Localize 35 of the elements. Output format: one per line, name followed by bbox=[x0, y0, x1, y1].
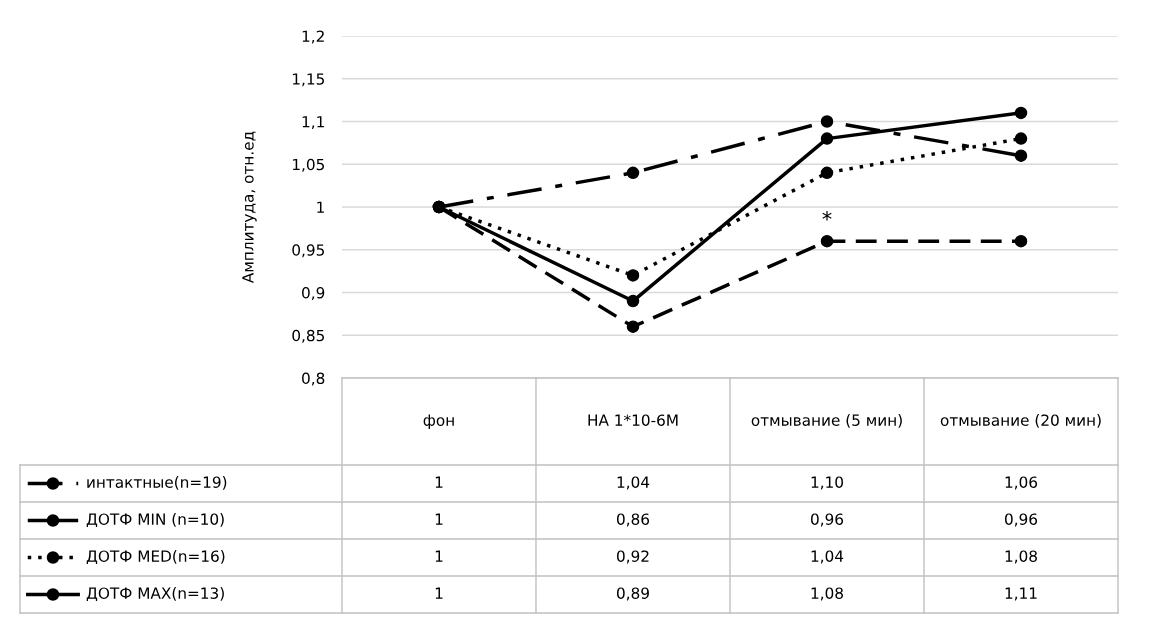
data-label: 0,89 bbox=[617, 587, 649, 601]
x-tick-label: фон bbox=[423, 414, 454, 429]
legend-label: ДОТФ MED(n=16) bbox=[86, 550, 225, 565]
y-tick-label: 1 bbox=[317, 201, 324, 213]
data-label: 1 bbox=[435, 476, 443, 488]
x-tick-label: НА 1*10-6М bbox=[588, 414, 678, 426]
data-label: 1,06 bbox=[1005, 476, 1038, 490]
y-tick-label: 0,9 bbox=[302, 286, 325, 301]
y-tick-label: 1,1 bbox=[302, 116, 324, 130]
legend-label: ДОТФ MIN (n=10) bbox=[86, 513, 224, 528]
annotation: * bbox=[822, 210, 832, 221]
y-tick-label: 0,85 bbox=[292, 329, 324, 343]
y-tick-label: 0,95 bbox=[292, 244, 324, 258]
data-label: 1,04 bbox=[811, 550, 844, 564]
data-label: 1 bbox=[435, 550, 443, 562]
data-label: 0,92 bbox=[617, 550, 649, 564]
y-tick-label: 0,8 bbox=[302, 372, 325, 386]
data-label: 1 bbox=[435, 513, 443, 525]
x-tick-label: отмывание (5 мин) bbox=[751, 414, 902, 428]
y-tick-label: 1,2 bbox=[302, 30, 324, 44]
data-label: 1,04 bbox=[617, 476, 650, 490]
data-label: 0,96 bbox=[1005, 513, 1038, 527]
legend-label: интактные(n=19) bbox=[87, 476, 227, 490]
data-label: 1 bbox=[435, 587, 443, 599]
data-label: 0,96 bbox=[811, 513, 844, 527]
x-tick-label: отмывание (20 мин) bbox=[940, 414, 1101, 428]
data-label: 0,86 bbox=[617, 513, 650, 527]
data-label: 1,08 bbox=[811, 587, 843, 601]
data-label: 1,10 bbox=[811, 476, 843, 490]
y-tick-label: 1,05 bbox=[292, 158, 324, 172]
y-axis-title: Амплитуда, отн.ед bbox=[242, 131, 257, 284]
data-label: 1,08 bbox=[1005, 550, 1037, 564]
legend-label: ДОТФ MAX(n=13) bbox=[86, 587, 224, 602]
data-label: 1,11 bbox=[1005, 587, 1037, 601]
y-tick-label: 1,15 bbox=[292, 73, 324, 87]
